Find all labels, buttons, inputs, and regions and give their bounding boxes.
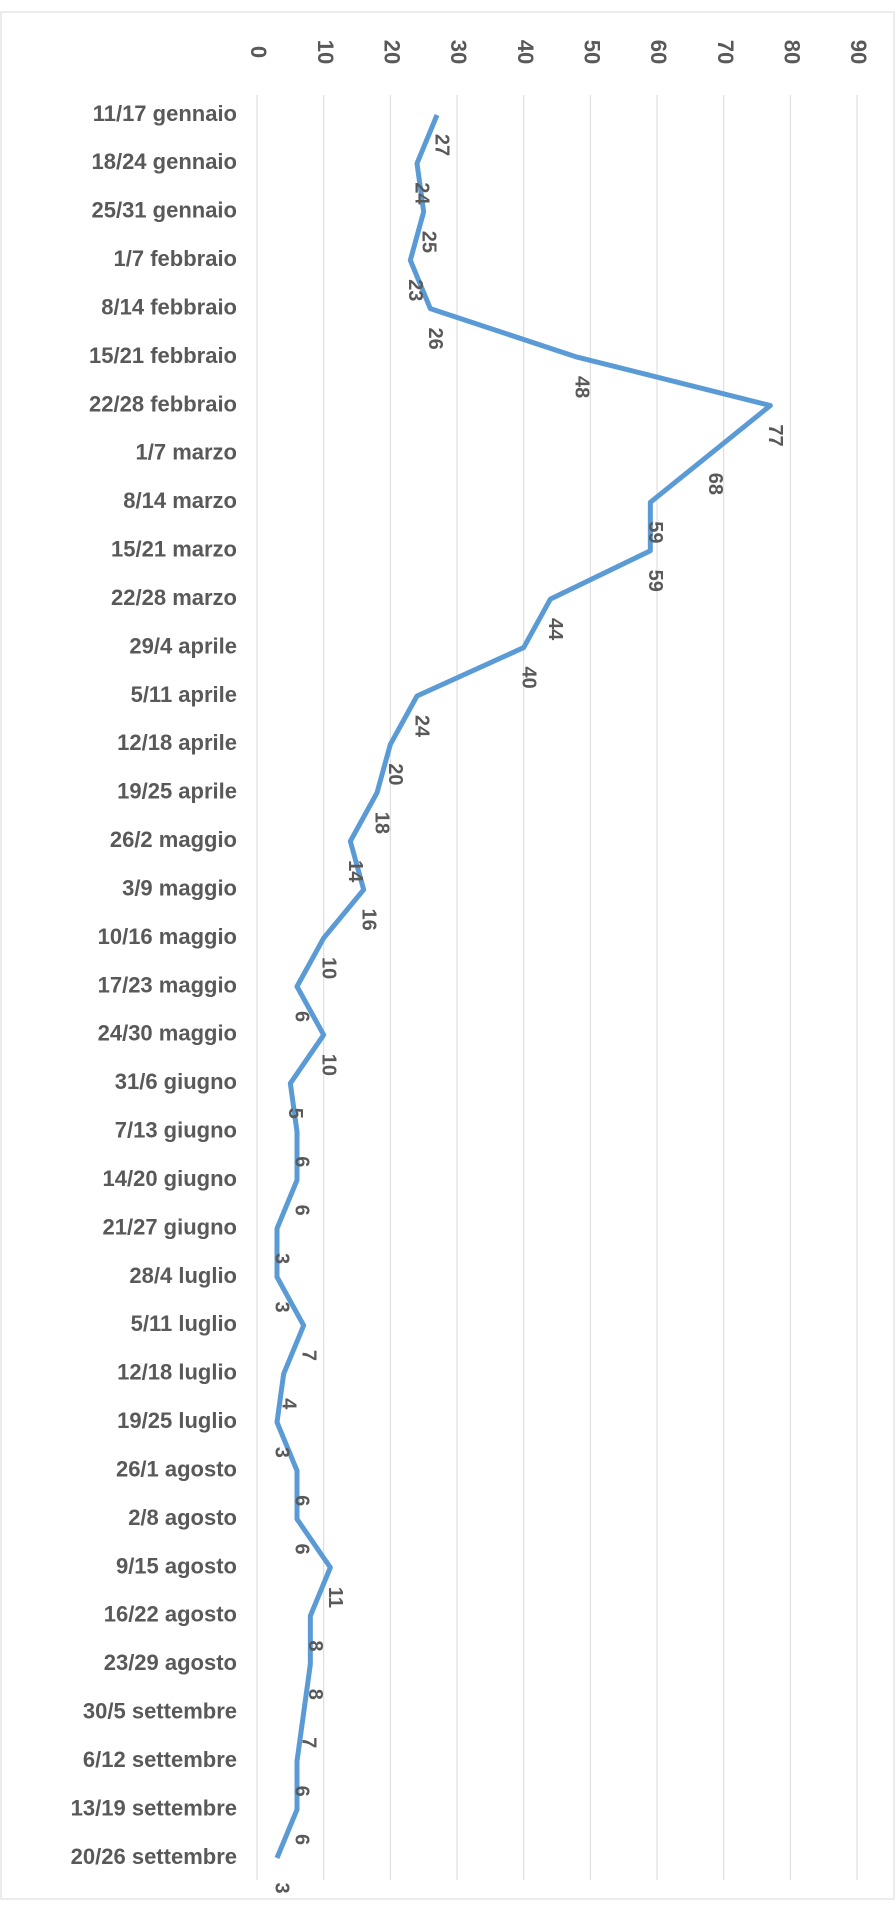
data-label: 11 xyxy=(324,1587,346,1608)
data-label: 18 xyxy=(371,812,393,834)
data-line xyxy=(274,114,773,1859)
category-label: 22/28 marzo xyxy=(111,585,237,610)
category-label: 25/31 gennaio xyxy=(91,198,237,223)
data-label: 3 xyxy=(271,1447,293,1458)
category-label: 22/28 febbraio xyxy=(89,391,237,416)
data-label: 6 xyxy=(291,1544,313,1555)
category-label: 3/9 maggio xyxy=(122,875,237,900)
data-label: 10 xyxy=(317,1054,339,1076)
category-label: 14/20 giugno xyxy=(103,1166,237,1191)
data-label: 7 xyxy=(297,1737,319,1748)
category-label: 12/18 aprile xyxy=(117,730,237,755)
data-label: 6 xyxy=(291,1156,313,1167)
category-label: 1/7 marzo xyxy=(136,440,238,465)
data-label: 8 xyxy=(304,1640,326,1651)
value-tick-label: 0 xyxy=(246,46,271,58)
category-label: 7/13 giugno xyxy=(115,1118,237,1143)
data-label: 24 xyxy=(411,715,433,738)
data-label: 6 xyxy=(291,1495,313,1506)
data-label: 23 xyxy=(404,279,426,301)
data-label: 48 xyxy=(571,376,593,398)
data-label: 5 xyxy=(284,1108,306,1119)
category-label: 12/18 luglio xyxy=(117,1360,237,1385)
data-label: 10 xyxy=(317,957,339,979)
data-label: 6 xyxy=(291,1011,313,1022)
value-tick-label: 20 xyxy=(380,40,405,64)
value-tick-label: 30 xyxy=(446,40,471,64)
data-label: 25 xyxy=(417,231,439,253)
value-tick-label: 70 xyxy=(713,40,738,64)
category-label: 13/19 settembre xyxy=(71,1795,237,1820)
value-tick-label: 50 xyxy=(580,40,605,64)
category-label: 28/4 luglio xyxy=(129,1263,237,1288)
data-label: 59 xyxy=(644,570,666,592)
value-tick-label: 80 xyxy=(780,40,805,64)
category-label: 21/27 giugno xyxy=(103,1214,237,1239)
category-label: 30/5 settembre xyxy=(83,1699,237,1724)
chart-border xyxy=(0,11,895,1900)
category-label: 31/6 giugno xyxy=(115,1069,237,1094)
data-label: 68 xyxy=(704,473,726,495)
data-label: 77 xyxy=(764,424,786,446)
category-label: 19/25 luglio xyxy=(117,1408,237,1433)
data-label: 40 xyxy=(517,666,539,688)
category-label: 10/16 maggio xyxy=(98,924,237,949)
data-label: 44 xyxy=(544,618,566,641)
data-label: 16 xyxy=(357,909,379,931)
category-label: 5/11 luglio xyxy=(131,1311,237,1336)
category-label: 23/29 agosto xyxy=(104,1650,237,1675)
category-label: 5/11 aprile xyxy=(131,682,237,707)
data-label: 26 xyxy=(424,328,446,350)
category-label: 17/23 maggio xyxy=(98,972,237,997)
category-label: 26/1 agosto xyxy=(116,1456,237,1481)
category-label: 16/22 agosto xyxy=(104,1602,237,1627)
category-label: 1/7 febbraio xyxy=(114,246,237,271)
data-label: 6 xyxy=(291,1786,313,1797)
value-tick-label: 60 xyxy=(646,40,671,64)
category-label: 9/15 agosto xyxy=(116,1553,237,1578)
category-label: 26/2 maggio xyxy=(110,827,237,852)
category-label: 6/12 settembre xyxy=(83,1747,237,1772)
data-label: 6 xyxy=(291,1834,313,1845)
value-tick-label: 90 xyxy=(846,40,871,64)
data-label: 6 xyxy=(291,1205,313,1216)
data-label: 3 xyxy=(271,1301,293,1312)
data-label: 20 xyxy=(384,763,406,785)
data-label: 3 xyxy=(271,1253,293,1264)
data-label: 59 xyxy=(644,521,666,543)
category-label: 2/8 agosto xyxy=(128,1505,237,1530)
category-label: 29/4 aprile xyxy=(129,633,237,658)
category-label: 18/24 gennaio xyxy=(91,149,237,174)
data-label: 27 xyxy=(431,134,453,156)
data-label: 24 xyxy=(411,182,433,205)
category-label: 24/30 maggio xyxy=(98,1021,237,1046)
data-label: 7 xyxy=(297,1350,319,1361)
category-label: 15/21 marzo xyxy=(111,537,237,562)
category-label: 8/14 febbraio xyxy=(101,294,237,319)
data-label: 14 xyxy=(344,860,366,883)
category-label: 20/26 settembre xyxy=(71,1844,237,1869)
data-label: 8 xyxy=(304,1689,326,1700)
data-label: 3 xyxy=(271,1882,293,1893)
category-label: 15/21 febbraio xyxy=(89,343,237,368)
value-tick-label: 40 xyxy=(513,40,538,64)
category-label: 8/14 marzo xyxy=(123,488,237,513)
data-label: 4 xyxy=(277,1398,299,1410)
category-label: 11/17 gennaio xyxy=(93,101,237,126)
value-tick-label: 10 xyxy=(313,40,338,64)
category-label: 19/25 aprile xyxy=(117,779,237,804)
